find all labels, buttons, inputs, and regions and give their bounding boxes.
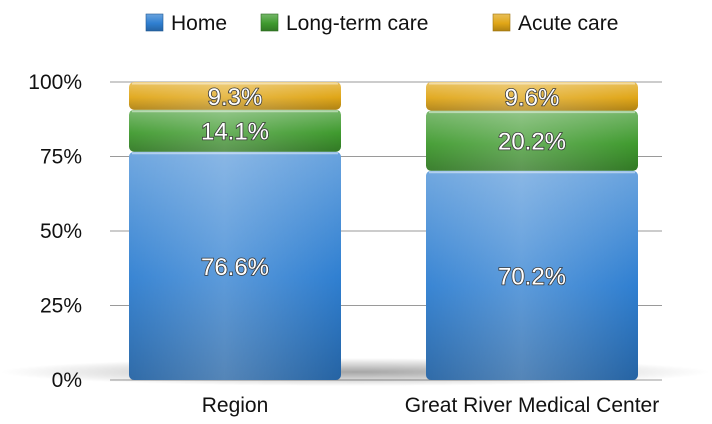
bar-segment-home — [129, 151, 341, 380]
y-axis: 0% 25% 50% 75% 100% — [28, 71, 82, 392]
y-tick-label: 50% — [40, 220, 82, 243]
y-tick-label: 25% — [40, 295, 82, 318]
y-tick-label: 0% — [52, 369, 82, 392]
y-tick-label: 75% — [40, 146, 82, 169]
data-label: 9.6% — [505, 84, 560, 111]
x-category-label: Region — [202, 394, 269, 417]
legend-swatch — [492, 13, 511, 32]
legend-item-long-term-care: Long-term care — [260, 12, 428, 35]
y-tick-label: 100% — [28, 71, 82, 94]
bar-highlight — [426, 82, 638, 111]
legend-label: Home — [171, 12, 227, 35]
legend-item-acute-care: Acute care — [492, 12, 618, 35]
bar-highlight — [129, 82, 341, 110]
bar-segment-long-term-care — [426, 110, 638, 171]
x-category-label: Great River Medical Center — [405, 394, 659, 417]
bars — [129, 82, 638, 380]
bar-segment-long-term-care — [129, 109, 341, 152]
x-axis: Region Great River Medical Center — [202, 394, 659, 417]
bar-highlight — [129, 109, 341, 152]
data-label: 9.3% — [208, 84, 263, 111]
bar-segment-acute-care — [129, 82, 341, 110]
legend-swatch — [145, 13, 164, 32]
legend-label: Acute care — [518, 12, 618, 35]
legend-item-home: Home — [145, 12, 227, 35]
data-label: 70.2% — [498, 263, 566, 290]
legend-swatch — [260, 13, 279, 32]
bar-segment-home — [426, 170, 638, 380]
data-labels: 76.6% 14.1% 9.3% 70.2% 20.2% 9.6% — [200, 83, 567, 291]
bar-segment-acute-care — [426, 82, 638, 111]
legend: Home Long-term care Acute care — [145, 12, 618, 35]
bar-highlight — [129, 151, 341, 380]
data-label: 14.1% — [201, 119, 269, 146]
bar-highlight — [426, 110, 638, 171]
bar-highlight — [426, 170, 638, 380]
legend-label: Long-term care — [286, 12, 428, 35]
data-label: 76.6% — [201, 254, 269, 281]
data-label: 20.2% — [498, 129, 566, 156]
